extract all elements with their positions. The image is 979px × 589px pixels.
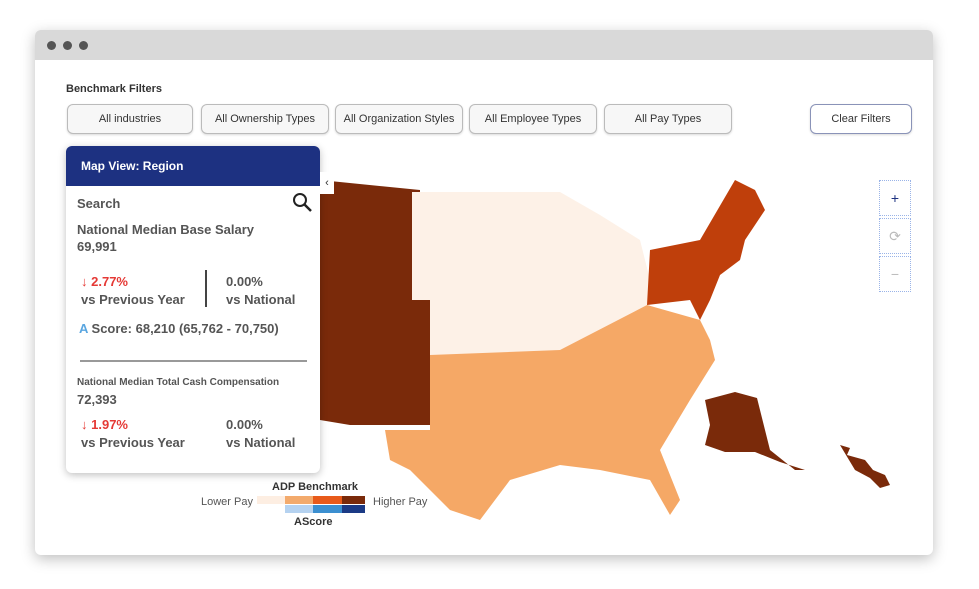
search-label[interactable]: Search: [77, 196, 121, 211]
cash-value: 72,393: [77, 392, 117, 407]
region-hawaii[interactable]: [840, 445, 890, 488]
legend-ascore-scale: [285, 505, 365, 513]
filter-pay[interactable]: All Pay Types: [604, 104, 732, 134]
panel-header: Map View: Region: [66, 146, 320, 186]
region-northeast[interactable]: [647, 180, 765, 320]
window-dot[interactable]: [79, 40, 88, 50]
zoom-out-button[interactable]: −: [879, 256, 911, 292]
cash-prev-label: vs Previous Year: [81, 435, 185, 450]
us-region-map: [320, 180, 890, 520]
arrow-down-icon: ↓: [81, 274, 88, 289]
arrow-down-icon: ↓: [81, 417, 88, 432]
ascore-icon: A: [79, 321, 88, 336]
divider: [205, 270, 207, 307]
region-alaska[interactable]: [705, 392, 805, 470]
base-salary-value: 69,991: [77, 239, 117, 254]
region-midwest[interactable]: [412, 192, 650, 360]
search-icon[interactable]: [292, 192, 314, 214]
legend-low: Lower Pay: [201, 496, 253, 508]
legend-pay-scale: [257, 496, 365, 504]
filter-ownership[interactable]: All Ownership Types: [201, 104, 329, 134]
divider: [80, 360, 307, 362]
legend-ascore: AScore: [294, 516, 333, 528]
clear-filters-button[interactable]: Clear Filters: [810, 104, 912, 134]
filter-industries[interactable]: All industries: [67, 104, 193, 134]
base-prev-pct: 2.77%: [91, 274, 128, 289]
browser-window: Benchmark Filters All industries All Own…: [35, 30, 933, 555]
region-south[interactable]: [385, 305, 715, 520]
collapse-panel-icon[interactable]: ‹: [320, 172, 334, 194]
cash-nat-label: vs National: [226, 435, 296, 450]
cash-nat-pct: 0.00%: [226, 417, 263, 432]
region-west[interactable]: [320, 180, 430, 425]
cash-prev-pct: 1.97%: [91, 417, 128, 432]
window-dot[interactable]: [47, 40, 56, 50]
filter-employee[interactable]: All Employee Types: [469, 104, 597, 134]
base-salary-label: National Median Base Salary: [77, 222, 255, 237]
zoom-in-button[interactable]: +: [879, 180, 911, 216]
ascore-value: Score: 68,210 (65,762 - 70,750): [91, 321, 279, 336]
title-bar: [35, 30, 933, 60]
filter-organization[interactable]: All Organization Styles: [335, 104, 463, 134]
filters-title: Benchmark Filters: [66, 83, 162, 95]
info-panel: Map View: Region Search National Median …: [66, 146, 320, 473]
base-nat-label: vs National: [226, 292, 296, 307]
legend-high: Higher Pay: [373, 496, 428, 508]
reset-view-button[interactable]: ⟳: [879, 218, 911, 254]
base-nat-pct: 0.00%: [226, 274, 263, 289]
window-dot[interactable]: [63, 40, 72, 50]
cash-label: National Median Total Cash Compensation: [77, 377, 280, 388]
legend-title: ADP Benchmark: [272, 481, 358, 493]
base-prev-label: vs Previous Year: [81, 292, 185, 307]
